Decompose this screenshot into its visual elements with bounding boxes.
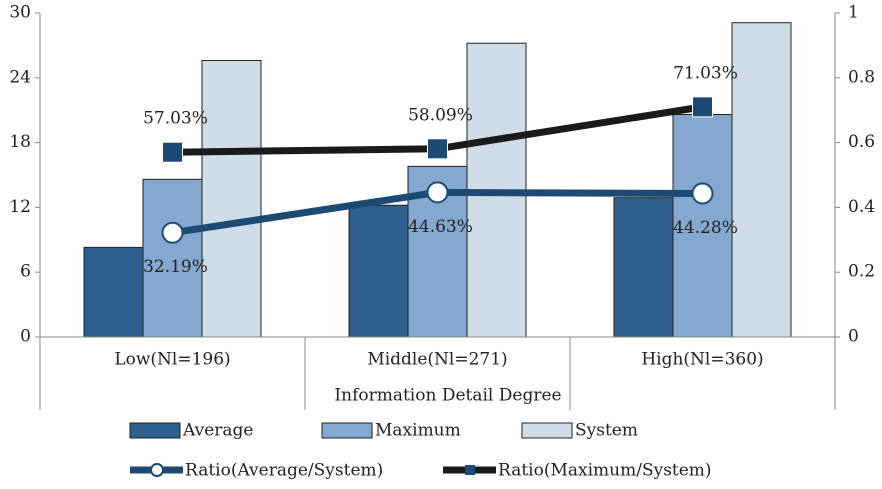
y2-tick-label: 1 — [848, 3, 859, 23]
bar — [201, 60, 262, 338]
data-label: 57.03% — [143, 109, 208, 129]
legend-marker — [465, 465, 475, 475]
y-tick-label: 0 — [20, 327, 31, 347]
x-tick-label: High(Nl=360) — [641, 350, 763, 370]
marker — [427, 138, 448, 160]
legend-swatch — [521, 422, 573, 439]
marker — [162, 141, 183, 163]
data-label: 44.28% — [673, 218, 738, 238]
data-label: 71.03% — [673, 63, 738, 83]
bar — [348, 204, 409, 338]
bar — [613, 197, 674, 338]
legend-label: Average — [182, 421, 253, 441]
legend-label: Ratio(Average/System) — [185, 461, 383, 481]
marker — [426, 181, 449, 204]
y2-tick-label: 0.8 — [848, 67, 875, 87]
legend-label: System — [575, 421, 638, 441]
y2-tick-label: 0.4 — [848, 197, 875, 217]
x-axis-title: Information Detail Degree — [334, 386, 561, 406]
bar — [142, 178, 203, 338]
x-tick-label: Middle(Nl=271) — [367, 350, 507, 370]
data-label: 44.63% — [408, 217, 473, 237]
legend-label: Ratio(Maximum/System) — [498, 461, 712, 481]
y-tick-label: 18 — [9, 132, 31, 152]
marker — [691, 182, 714, 205]
y2-tick-label: 0.6 — [848, 132, 875, 152]
y-tick-label: 12 — [9, 197, 31, 217]
data-label: 58.09% — [408, 105, 473, 125]
y2-tick-label: 0 — [848, 327, 859, 347]
y-tick-label: 24 — [9, 67, 31, 87]
marker — [161, 221, 184, 244]
y-tick-label: 6 — [20, 262, 31, 282]
x-tick-label: Low(Nl=196) — [114, 350, 230, 370]
y2-tick-label: 0.2 — [848, 262, 875, 282]
data-label: 32.19% — [143, 257, 208, 277]
bar — [83, 246, 144, 338]
legend-swatch — [129, 422, 181, 439]
marker — [692, 96, 713, 118]
bar — [731, 22, 792, 338]
legend-label: Maximum — [375, 421, 461, 441]
y-tick-label: 30 — [9, 3, 31, 23]
legend-swatch — [321, 422, 373, 439]
legend-marker — [150, 463, 164, 477]
